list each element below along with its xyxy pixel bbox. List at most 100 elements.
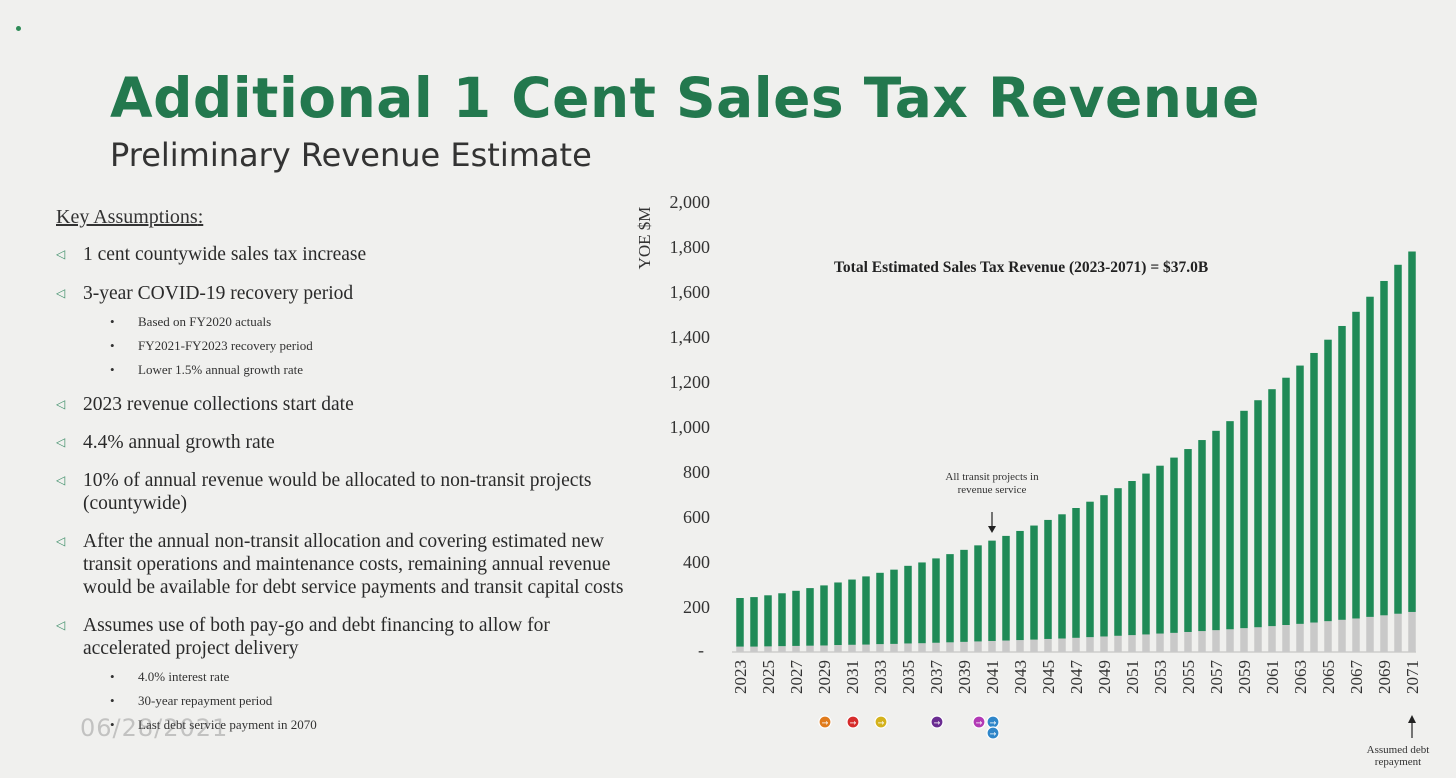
triangle-bullet-icon: ◁ — [56, 247, 66, 261]
assumption-item: ◁ 1 cent countywide sales tax increase — [56, 244, 367, 265]
x-tick-label: 2053 — [1151, 660, 1170, 694]
x-tick-label: 2059 — [1235, 660, 1254, 694]
bar-segment-non-transit — [1338, 619, 1346, 652]
x-tick-label: 2035 — [899, 660, 918, 694]
project-marker-icon — [846, 715, 860, 729]
bar-segment-transit — [946, 554, 954, 643]
bar-segment-non-transit — [1114, 635, 1122, 652]
bar-segment-transit — [1058, 514, 1066, 639]
bar-segment-non-transit — [1156, 633, 1164, 652]
x-tick-label: 2045 — [1039, 660, 1058, 694]
x-tick-label: 2037 — [927, 660, 946, 695]
bar-segment-non-transit — [778, 646, 786, 652]
triangle-bullet-icon: ◁ — [56, 534, 66, 548]
project-marker-glyph: → — [976, 719, 983, 728]
bar-segment-non-transit — [1254, 627, 1262, 652]
project-marker-glyph: → — [878, 719, 885, 728]
key-assumptions-panel: Key Assumptions: ◁ 1 cent countywide sal… — [56, 206, 626, 737]
project-marker-icon — [930, 715, 944, 729]
slide-title: Additional 1 Cent Sales Tax Revenue — [110, 66, 1260, 130]
bar-segment-transit — [1394, 264, 1402, 614]
annotation-arrowhead-icon — [988, 526, 996, 533]
bar-segment-non-transit — [876, 644, 884, 652]
bar-segment-transit — [1226, 421, 1234, 630]
x-tick-label: 2025 — [759, 660, 778, 694]
y-tick-label: 400 — [683, 552, 710, 572]
assumption-list: ◁ 1 cent countywide sales tax increase ◁… — [56, 243, 626, 737]
bar-segment-transit — [834, 582, 842, 646]
x-tick-label: 2029 — [815, 660, 834, 694]
sub-item: Last debt service payment in 2070 — [110, 713, 626, 737]
bar-segment-non-transit — [1226, 629, 1234, 652]
bar-segment-transit — [1282, 377, 1290, 625]
bar-segment-non-transit — [1240, 628, 1248, 652]
assumption-item: ◁ 10% of annual revenue would be allocat… — [56, 470, 592, 514]
bar-segment-non-transit — [1142, 634, 1150, 652]
bar-segment-transit — [1128, 481, 1136, 636]
triangle-bullet-icon: ◁ — [56, 618, 66, 632]
annotation-text: Assumed debt — [1367, 744, 1430, 756]
bar-segment-transit — [1184, 449, 1192, 632]
assumption-item: ◁ 2023 revenue collections start date — [56, 394, 354, 415]
project-marker-icon — [874, 715, 888, 729]
bar-segment-transit — [1338, 325, 1346, 620]
project-marker-glyph: → — [990, 719, 997, 728]
x-tick-label: 2063 — [1291, 660, 1310, 694]
assumption-item: ◁ Assumes use of both pay-go and debt fi… — [56, 614, 626, 737]
x-tick-label: 2047 — [1067, 660, 1086, 695]
sub-item: Lower 1.5% annual growth rate — [110, 358, 626, 382]
y-axis-label: YOE $M — [635, 207, 654, 270]
bar-segment-non-transit — [1310, 622, 1318, 652]
annotation-text: repayment — [1375, 756, 1421, 768]
bar-segment-non-transit — [1100, 636, 1108, 652]
bar-segment-transit — [1380, 280, 1388, 616]
bar-segment-non-transit — [820, 645, 828, 652]
key-assumptions-heading: Key Assumptions: — [56, 206, 204, 228]
project-marker-glyph: → — [850, 719, 857, 728]
bar-segment-non-transit — [890, 643, 898, 652]
bar-segment-transit — [918, 562, 926, 644]
bar-segment-non-transit — [1128, 635, 1136, 652]
bar-segment-non-transit — [1296, 623, 1304, 652]
bar-segment-transit — [778, 593, 786, 647]
bar-segment-transit — [1044, 519, 1052, 639]
sub-list: Based on FY2020 actuals FY2021-FY2023 re… — [56, 310, 626, 382]
x-tick-label: 2031 — [843, 660, 862, 694]
bar-segment-non-transit — [1408, 611, 1416, 652]
bar-segment-transit — [876, 572, 884, 645]
triangle-bullet-icon: ◁ — [56, 286, 66, 300]
x-tick-label: 2071 — [1403, 660, 1422, 694]
bar-segment-non-transit — [1212, 630, 1220, 652]
bar-segment-transit — [736, 598, 744, 647]
bar-segment-non-transit — [1352, 618, 1360, 652]
bar-segment-non-transit — [1016, 640, 1024, 652]
assumption-item: ◁ 4.4% annual growth rate — [56, 432, 275, 453]
sub-item: 4.0% interest rate — [110, 665, 626, 689]
bar-segment-non-transit — [988, 640, 996, 652]
sub-item: Based on FY2020 actuals — [110, 310, 626, 334]
bar-segment-non-transit — [932, 642, 940, 652]
bar-segment-non-transit — [862, 644, 870, 652]
y-tick-label: 2,000 — [670, 192, 711, 212]
assumption-item: ◁ After the annual non-transit allocatio… — [56, 531, 624, 598]
bar-segment-non-transit — [736, 646, 744, 652]
bar-segment-transit — [820, 585, 828, 646]
bar-segment-non-transit — [1184, 631, 1192, 652]
x-tick-label: 2061 — [1263, 660, 1282, 694]
bar-segment-transit — [1156, 465, 1164, 634]
bar-segment-non-transit — [974, 641, 982, 652]
bar-segment-transit — [1366, 296, 1374, 617]
y-zero-label: - — [698, 640, 704, 660]
bar-segment-transit — [1408, 251, 1416, 612]
bar-segment-transit — [904, 565, 912, 644]
bar-segment-transit — [1142, 473, 1150, 635]
y-tick-label: 800 — [683, 462, 710, 482]
bar-segment-transit — [848, 579, 856, 645]
revenue-bar-chart: 200 400 600 800 1,000 1,200 1,400 1,600 1,800 2,0… — [635, 192, 1430, 768]
bar-segment-transit — [1114, 488, 1122, 636]
bar-segment-non-transit — [946, 642, 954, 652]
x-tick-label: 2039 — [955, 660, 974, 694]
bar-segment-transit — [1324, 339, 1332, 622]
project-marker-glyph: → — [934, 719, 941, 728]
bar-segment-transit — [1212, 430, 1220, 631]
